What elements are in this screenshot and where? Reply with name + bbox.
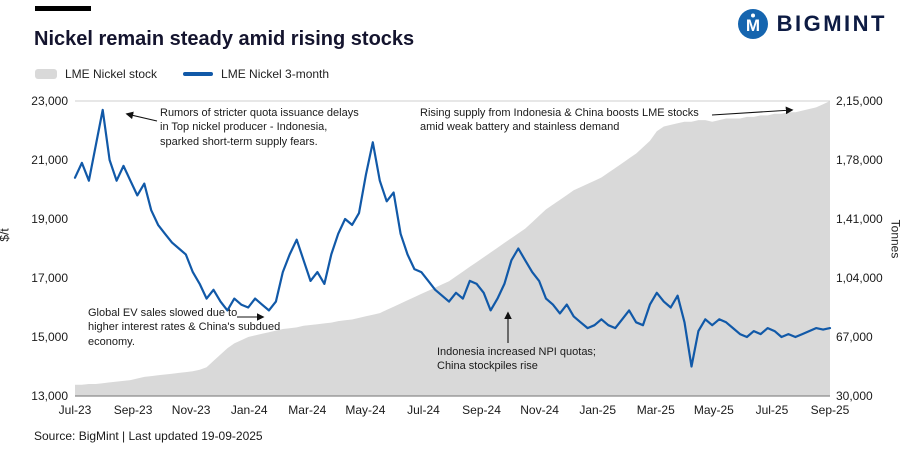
legend-item-3month: LME Nickel 3-month: [183, 67, 329, 81]
left-axis-tick-label: 13,000: [31, 389, 68, 403]
x-axis-tick-label: Mar-25: [636, 403, 675, 417]
accent-dash: [35, 6, 91, 11]
legend-label-stock: LME Nickel stock: [65, 67, 158, 81]
x-axis-tick-label: Mar-24: [288, 403, 327, 417]
brand-name: BIGMINT: [776, 11, 887, 36]
left-axis-tick-label: 23,000: [31, 94, 68, 108]
annotation-npi-quotas: Indonesia increased NPI quotas; China st…: [437, 346, 596, 373]
right-axis-tick-label: 2,15,000: [836, 94, 883, 108]
chart-legend: LME Nickel stock LME Nickel 3-month: [35, 67, 329, 81]
left-axis-tick-label: 19,000: [31, 212, 68, 226]
left-axis-tick-labels: 13,000 15,000 17,000 19,000 21,000 23,000: [14, 0, 68, 453]
source-note: Source: BigMint | Last updated 19-09-202…: [34, 429, 263, 443]
right-axis-tick-label: 1,78,000: [836, 153, 883, 167]
x-axis-tick-label: May-24: [345, 403, 386, 417]
right-axis-tick-label: 30,000: [836, 389, 873, 403]
x-axis-tick-label: Sep-23: [113, 403, 153, 417]
page-title: Nickel remain steady amid rising stocks: [34, 28, 415, 50]
annotation-quota-rumors: Rumors of stricter quota issuance delays…: [160, 107, 359, 148]
x-axis-tick-label: Sep-25: [810, 403, 850, 417]
legend-label-3month: LME Nickel 3-month: [221, 67, 330, 81]
legend-item-stock: LME Nickel stock: [35, 67, 157, 81]
right-axis-tick-label: 1,41,000: [836, 212, 883, 226]
right-axis-tick-labels: 30,000 67,000 1,04,000 1,41,000 1,78,000 2,15…: [836, 0, 900, 453]
line-swatch-icon: [183, 72, 214, 76]
left-axis-tick-label: 15,000: [31, 330, 68, 344]
right-axis-tick-label: 67,000: [836, 330, 873, 344]
left-axis-title: $/t: [0, 228, 12, 242]
x-axis-tick-label: Jan-25: [579, 403, 617, 417]
x-axis-tick-label: Nov-23: [171, 403, 211, 417]
area-swatch-icon: [35, 69, 57, 79]
annotation-rising-supply: Rising supply from Indonesia & China boo…: [420, 107, 699, 134]
x-axis-tick-label: Jul-24: [407, 403, 440, 417]
left-axis-tick-label: 21,000: [31, 153, 68, 167]
x-axis-tick-label: May-25: [693, 403, 734, 417]
svg-text:M: M: [746, 16, 760, 35]
right-axis-title: Tonnes: [888, 219, 903, 259]
x-axis-tick-label: Sep-24: [462, 403, 501, 417]
bigmint-logo-icon: M: [737, 9, 768, 39]
left-axis-tick-label: 17,000: [31, 271, 68, 285]
x-axis-tick-label: Jan-24: [230, 403, 268, 417]
x-axis-tick-label: Jul-25: [755, 403, 789, 417]
x-axis-tick-label: Nov-24: [520, 403, 559, 417]
x-axis-tick-label: Jul-23: [58, 403, 92, 417]
annotation-ev-sales: Global EV sales slowed due to higher int…: [88, 307, 281, 348]
brand-logo: M BIGMINT: [737, 8, 887, 40]
right-axis-tick-label: 1,04,000: [836, 271, 883, 285]
